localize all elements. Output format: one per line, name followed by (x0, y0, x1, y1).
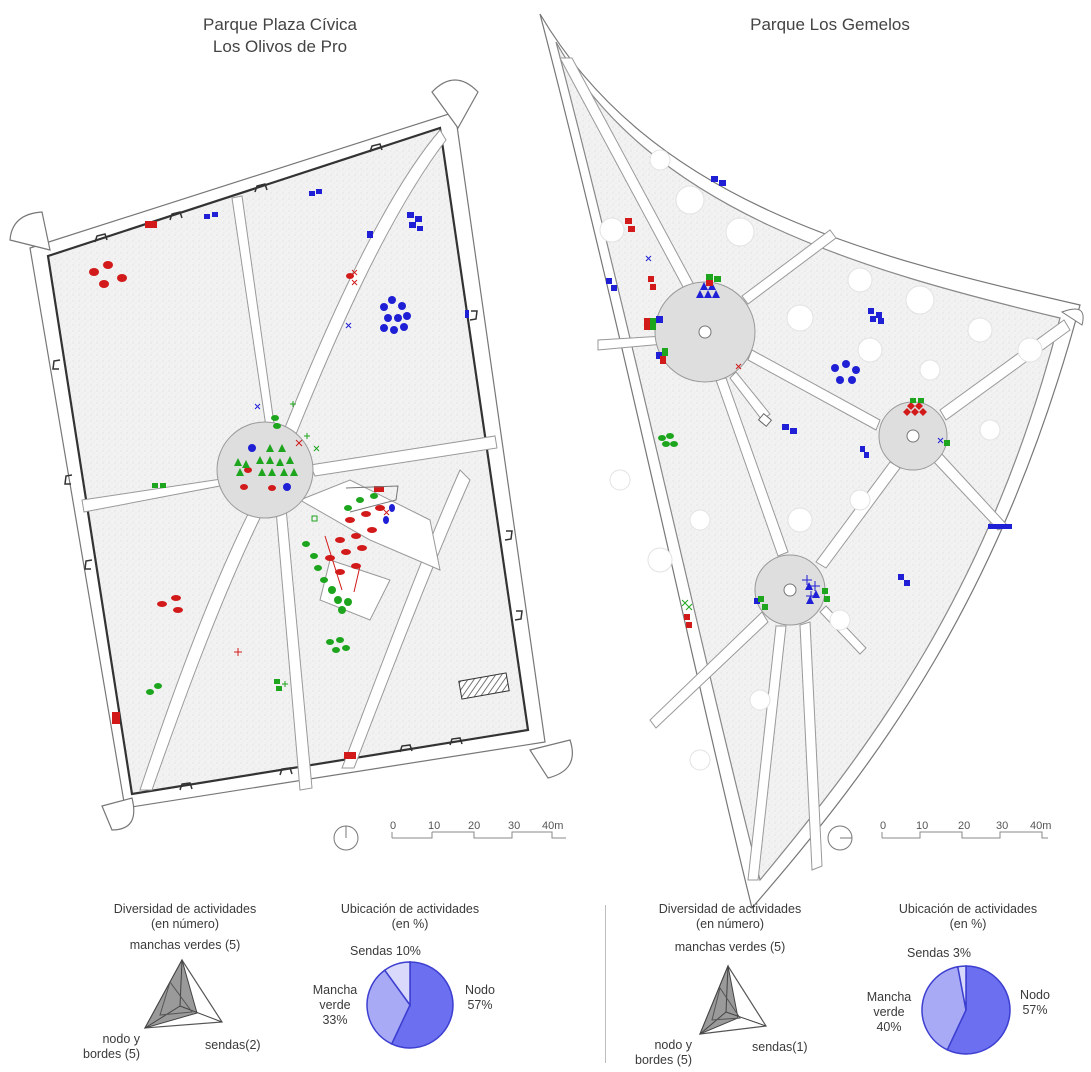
scale-label: 30 (996, 820, 1008, 832)
radar-axis-left: nodo y bordes (5) (635, 1038, 692, 1067)
radar-axis-top: manchas verdes (5) (674, 940, 786, 954)
pie-slice-sendas (956, 965, 967, 1011)
scale-label: 10 (428, 820, 440, 832)
radar-axis-right: sendas(1) (752, 1040, 808, 1054)
pie-label-sendas: Sendas 3% (907, 946, 971, 960)
red-activities (89, 221, 385, 759)
path (729, 371, 771, 421)
path (139, 509, 263, 791)
map-title-plaza-civica: Parque Plaza Cívica Los Olivos de Pro (150, 14, 410, 58)
side-bump (1060, 308, 1084, 326)
compass-left (333, 825, 359, 851)
radar-area (143, 958, 198, 1029)
small-structure (757, 413, 773, 427)
central-node (216, 421, 314, 519)
park-interior (555, 41, 1061, 882)
section-divider (605, 905, 606, 1063)
pie-label-mancha: Mancha verde 33% (312, 983, 358, 1027)
path (649, 611, 769, 729)
scale-label: 10 (916, 820, 928, 832)
scale-label: 20 (958, 820, 970, 832)
blue-activities (606, 176, 1012, 604)
scale-bar-right (881, 831, 1048, 839)
map-los-gemelos (539, 13, 1084, 910)
scale-label: 20 (468, 820, 480, 832)
path (741, 229, 837, 305)
scale-label: 0 (390, 820, 396, 832)
radar-title: Diversidad de actividades (en número) (658, 902, 802, 931)
radar-chart-left (143, 958, 224, 1029)
radar-axis-left: nodo y bordes (5) (83, 1032, 140, 1061)
blue-activities (204, 189, 469, 524)
pie-chart-right (921, 965, 1011, 1055)
corner-cap (529, 739, 573, 779)
radar-axis-top: manchas verdes (5) (129, 938, 241, 952)
corner-cap (431, 79, 479, 130)
green-activities (650, 274, 950, 610)
pie-slice-nodo (390, 961, 454, 1049)
red-activities (625, 218, 927, 628)
pie-slice-nodo (946, 965, 1011, 1055)
scale-label: 40m (542, 820, 563, 832)
pie-label-mancha: Mancha verde 40% (866, 990, 912, 1034)
map-title-los-gemelos: Parque Los Gemelos (700, 14, 960, 36)
pie-title: Ubicación de actividades (en %) (340, 902, 480, 931)
scale-bar-left (391, 831, 566, 839)
plaza-wing (298, 479, 441, 571)
pie-label-sendas: Sendas 10% (350, 944, 421, 958)
map-title-line1: Parque Los Gemelos (750, 15, 910, 34)
pie-chart-left (366, 961, 454, 1049)
edge-notches (52, 143, 523, 791)
path (747, 349, 881, 431)
line-markers (234, 269, 399, 687)
line-markers (645, 255, 944, 611)
path (799, 621, 823, 871)
pie-slice-mancha-verde (366, 969, 411, 1045)
compass-right (827, 825, 853, 851)
pie-label-nodo: Nodo 57% (1020, 988, 1050, 1017)
map-title-line2: Los Olivos de Pro (212, 37, 348, 56)
map-plaza-civica (9, 79, 573, 831)
radar-axis-right: sendas(2) (205, 1038, 261, 1052)
hatched-area (458, 672, 510, 700)
map-title-line1: Parque Plaza Cívica (202, 15, 358, 34)
radar-title: Diversidad de actividades (en número) (113, 902, 257, 931)
scale-label: 40m (1030, 820, 1051, 832)
pie-label-nodo: Nodo 57% (465, 983, 495, 1012)
pie-slice-sendas (383, 961, 411, 1008)
path (747, 625, 787, 881)
corner-cap (9, 211, 51, 251)
tree-circles (599, 149, 1043, 771)
pie-title: Ubicación de actividades (en %) (898, 902, 1038, 931)
scale-label: 30 (508, 820, 520, 832)
corner-cap (101, 797, 135, 831)
scale-label: 0 (880, 820, 886, 832)
pie-slice-mancha-verde (921, 965, 967, 1051)
green-activities (146, 415, 378, 695)
radar-chart-right (699, 964, 768, 1035)
radar-area (699, 964, 739, 1035)
